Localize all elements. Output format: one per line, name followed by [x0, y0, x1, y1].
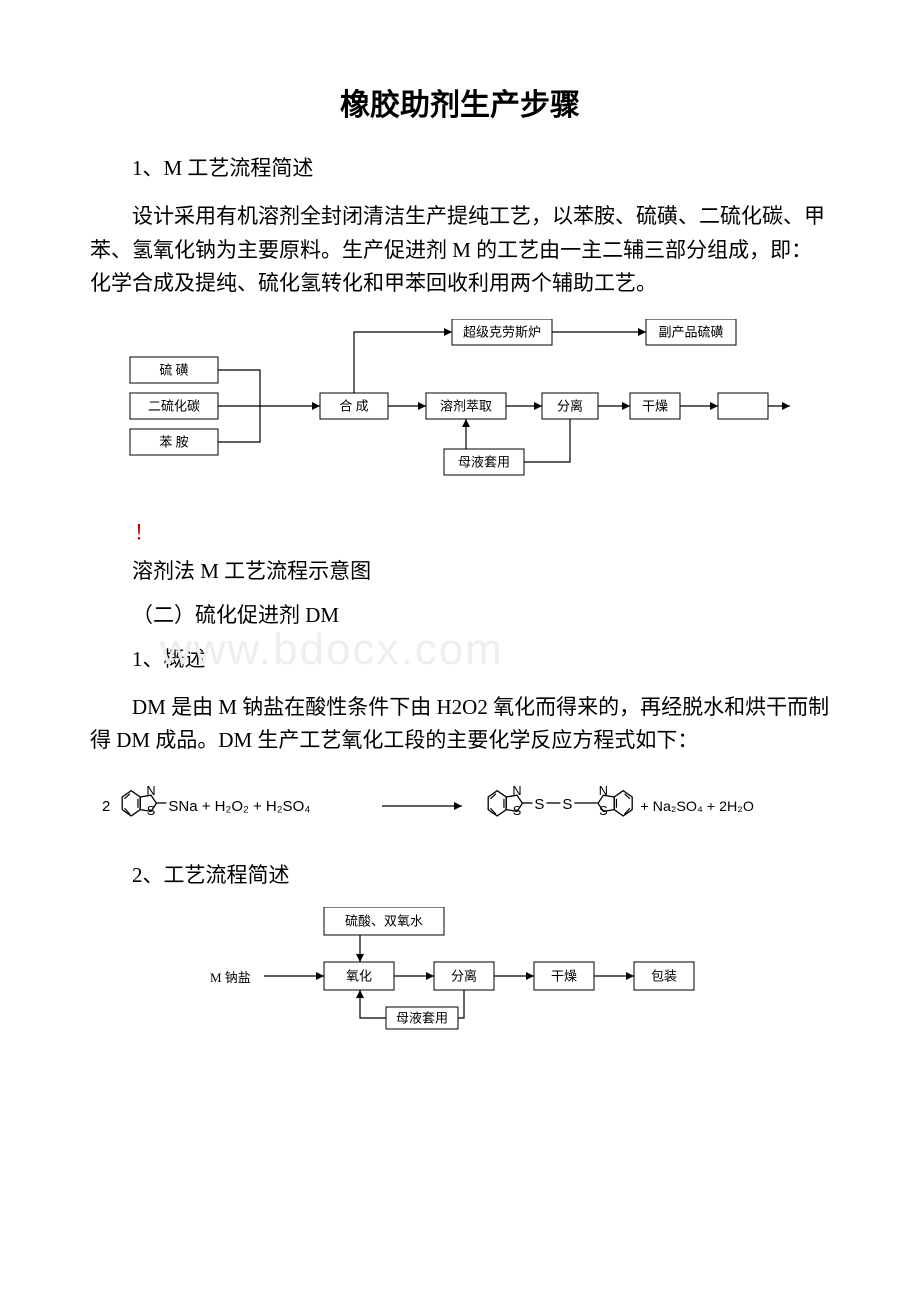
svg-text:分离: 分离 [451, 969, 477, 984]
svg-text:硫酸、双氧水: 硫酸、双氧水 [345, 914, 423, 929]
svg-text:苯 胺: 苯 胺 [159, 434, 188, 449]
svg-text:S: S [562, 796, 572, 813]
section-2-title: （二）硫化促进剂 DM [90, 599, 830, 629]
section-2-number: 1、概述 [90, 643, 830, 673]
flow-diagram-m-svg: 硫 磺二硫化碳苯 胺 合 成 溶剂萃取 分离 干燥 超级克劳斯炉 副产品硫磺母液套用 [90, 319, 810, 489]
svg-text:SNa + H₂O₂ + H₂SO₄: SNa + H₂O₂ + H₂SO₄ [168, 798, 310, 815]
svg-text:二硫化碳: 二硫化碳 [148, 398, 200, 413]
svg-text:N: N [146, 783, 155, 798]
svg-text:干燥: 干燥 [642, 398, 668, 413]
reaction-equation: 2NSSNa + H₂O₂ + H₂SO₄NSSSNS+ Na₂SO₄ + 2H… [90, 776, 830, 841]
section-2-paragraph: DM 是由 M 钠盐在酸性条件下由 H2O2 氧化而得来的，再经脱水和烘干而制得… [90, 691, 830, 758]
flow-diagram-dm-svg: 硫酸、双氧水氧化 分离 干燥 包装母液套用 M 钠盐 [210, 907, 730, 1042]
svg-text:M 钠盐: M 钠盐 [210, 970, 251, 985]
exclamation-mark: ！ [134, 516, 830, 545]
svg-text:N: N [512, 783, 521, 798]
svg-text:超级克劳斯炉: 超级克劳斯炉 [463, 324, 541, 339]
reaction-svg: 2NSSNa + H₂O₂ + H₂SO₄NSSSNS+ Na₂SO₄ + 2H… [90, 776, 830, 836]
svg-text:硫 磺: 硫 磺 [159, 362, 188, 377]
svg-text:副产品硫磺: 副产品硫磺 [658, 324, 723, 339]
section-3-number: 2、工艺流程简述 [90, 859, 830, 889]
svg-text:母液套用: 母液套用 [458, 454, 510, 469]
svg-text:S: S [534, 796, 544, 813]
svg-text:干燥: 干燥 [551, 969, 577, 984]
svg-text:S: S [599, 803, 608, 818]
diagram-1-caption: 溶剂法 M 工艺流程示意图 [90, 555, 830, 585]
svg-text:S: S [147, 803, 156, 818]
flow-diagram-m: 硫 磺二硫化碳苯 胺 合 成 溶剂萃取 分离 干燥 超级克劳斯炉 副产品硫磺母液套用 [90, 319, 830, 494]
svg-text:母液套用: 母液套用 [396, 1011, 448, 1026]
page-title: 橡胶助剂生产步骤 [90, 80, 830, 124]
svg-text:+ Na₂SO₄ + 2H₂O: + Na₂SO₄ + 2H₂O [640, 799, 754, 815]
svg-text:2: 2 [102, 798, 110, 815]
svg-text:溶剂萃取: 溶剂萃取 [440, 398, 492, 413]
section-1-paragraph: 设计采用有机溶剂全封闭清洁生产提纯工艺，以苯胺、硫磺、二硫化碳、甲苯、氢氧化钠为… [90, 200, 830, 301]
flow-diagram-dm: 硫酸、双氧水氧化 分离 干燥 包装母液套用 M 钠盐 [210, 907, 830, 1047]
svg-text:氧化: 氧化 [346, 969, 372, 984]
svg-text:S: S [513, 803, 522, 818]
svg-text:分离: 分离 [557, 398, 583, 413]
svg-text:包装: 包装 [651, 969, 677, 984]
section-1-number: 1、M 工艺流程简述 [90, 152, 830, 182]
svg-text:合 成: 合 成 [339, 398, 368, 413]
svg-text:N: N [599, 783, 608, 798]
